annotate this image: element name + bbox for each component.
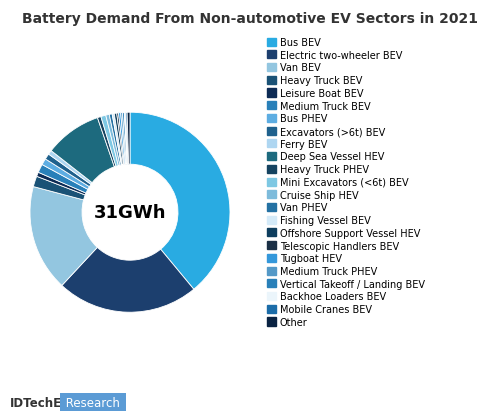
Wedge shape (48, 151, 92, 185)
Wedge shape (62, 248, 194, 313)
Wedge shape (124, 113, 128, 165)
Wedge shape (120, 113, 126, 165)
Wedge shape (42, 159, 90, 190)
Text: IDTechEx: IDTechEx (10, 396, 70, 409)
Wedge shape (116, 114, 124, 165)
Wedge shape (36, 173, 86, 195)
Wedge shape (118, 114, 126, 165)
Wedge shape (51, 119, 114, 183)
Text: Research: Research (62, 396, 124, 409)
Wedge shape (38, 165, 88, 194)
Wedge shape (127, 113, 130, 165)
Text: Battery Demand From Non-automotive EV Sectors in 2021: Battery Demand From Non-automotive EV Se… (22, 12, 478, 26)
Wedge shape (130, 113, 230, 290)
Wedge shape (101, 116, 118, 167)
Wedge shape (34, 177, 85, 200)
Wedge shape (46, 155, 91, 187)
Wedge shape (112, 114, 122, 166)
Legend: Bus BEV, Electric two-wheeler BEV, Van BEV, Heavy Truck BEV, Leisure Boat BEV, M: Bus BEV, Electric two-wheeler BEV, Van B… (268, 38, 425, 327)
Wedge shape (122, 113, 127, 165)
Text: 31GWh: 31GWh (94, 204, 166, 222)
Wedge shape (106, 115, 120, 166)
Wedge shape (110, 114, 122, 166)
Wedge shape (98, 117, 116, 167)
Wedge shape (126, 113, 128, 165)
Wedge shape (114, 114, 124, 166)
Wedge shape (30, 187, 98, 286)
